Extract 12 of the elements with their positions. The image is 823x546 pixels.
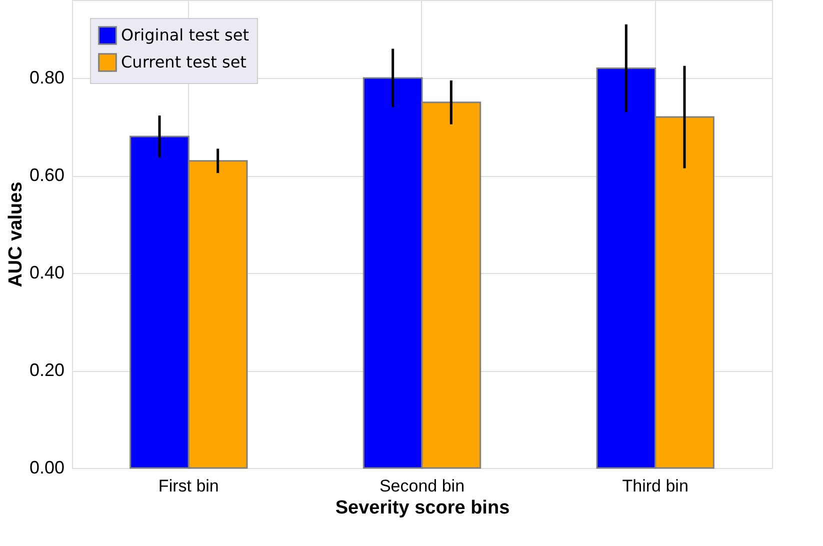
x-tick-label: Second bin [379,476,465,496]
y-tick-label: 0.60 [29,165,64,185]
y-tick-label: 0.20 [29,360,64,380]
y-tick-label: 0.40 [29,262,64,282]
x-axis-title: Severity score bins [335,498,510,518]
legend-label: Original test set [121,26,249,44]
x-tick-label: Third bin [622,476,688,496]
y-axis-title: AUC values [5,182,26,288]
y-tick-label: 0.80 [29,68,64,88]
x-tick-label: First bin [158,476,219,496]
legend-label: Current test set [121,52,246,72]
y-tick-label: 0.00 [29,458,64,478]
